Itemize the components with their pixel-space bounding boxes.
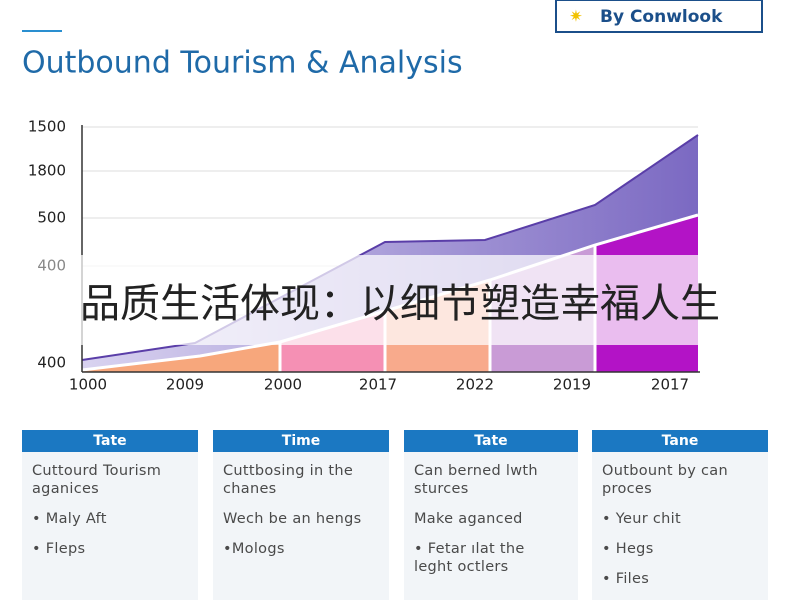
x-tick-label: 2000 [264,376,302,394]
card-item: •Mologs [223,541,285,557]
card-item: Make aganced [414,511,523,527]
y-tick-label: 1800 [28,162,66,180]
card-body: Cuttourd Tourism aganices • Maly Aft • Fle… [22,452,198,558]
chart: ✷ By Conwlook Outbound Tourism & Analysi… [0,0,800,394]
brand: By Conwlook [600,7,723,27]
y-tick-label: 400 [37,257,66,275]
x-tick-label: 2019 [553,376,591,394]
x-tick-label: 2022 [456,376,494,394]
y-tick-label: 1500 [28,118,66,136]
brand-icon: ✷ [569,7,582,26]
x-tick-label: 2017 [359,376,397,394]
card-item: Can berned lwth sturces [414,463,538,497]
y-tick-label: 500 [37,209,66,227]
card-item: Cuttbosing in the chanes [223,463,354,497]
upper-area [82,135,698,370]
banner-bg [0,255,800,345]
card-item: • Files [602,571,650,587]
card: Time Cuttbosing in the chanes Wech be an h… [213,430,389,600]
y-tick-label: 400 [37,354,66,372]
card-body: Can berned lwth sturces Make aganced • Fet… [404,452,578,576]
card-item: • Hegs [602,541,654,557]
card-item: Outbount by can proces [602,463,728,497]
card-item: • Yeur chit [602,511,681,527]
brand-box [555,0,763,33]
x-tick-label: 2009 [166,376,204,394]
card-item: Cuttourd Tourism aganices [32,463,162,497]
card-header: Time [213,430,389,452]
card: Tate Cuttourd Tourism aganices • Maly Aft •… [22,430,198,600]
upper-line [81,134,699,361]
x-tick-label: 2017 [651,376,689,394]
card: Tane Outbount by can proces • Yeur chit • H… [592,430,768,600]
card-item: Wech be an hengs [223,511,362,527]
card-item: • Maly Aft [32,511,107,527]
card-header: Tane [592,430,768,452]
card: Tate Can berned lwth sturces Make aganced •… [404,430,578,600]
banner: 品质生活体现：以细节塑造幸福人生 [80,281,720,327]
card-header: Tate [404,430,578,452]
x-tick-label: 1000 [69,376,107,394]
card-header: Tate [22,430,198,452]
card-body: Cuttbosing in the chanes Wech be an hengs… [213,452,389,558]
card-item: • Fetar ılat the leght octlers [414,541,525,575]
card-item: • Fleps [32,541,86,557]
card-body: Outbount by can proces • Yeur chit • Hegs •… [592,452,768,588]
title: Outbound Tourism & Analysis [22,46,463,81]
